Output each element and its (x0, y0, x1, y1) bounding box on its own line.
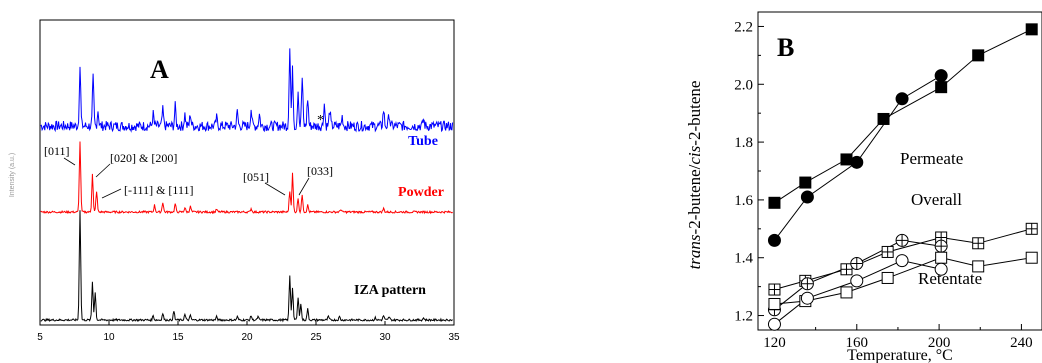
panel-a-x-ticks: 5 10 15 20 25 30 35 (37, 321, 460, 343)
data-point-filled-square (799, 176, 812, 189)
panel-b-y-axis-label: trans-2-butene/cis-2-butene (685, 81, 704, 270)
annotation-asterisk: * (317, 113, 324, 128)
panel-b-y-tick-label: 2.0 (734, 77, 753, 93)
series-line-open-circle (774, 260, 942, 325)
annotation-020-200-pointer (95, 163, 111, 178)
panel-b-axes: 1.2 1.4 1.6 1.8 2.0 2.2 120 160 200 240 (734, 19, 1032, 351)
panel-a-x-tick-label: 30 (379, 332, 391, 343)
ylabel-trans: trans (685, 234, 704, 269)
ylabel-mid: -2-butene/ (685, 164, 704, 234)
panel-a-x-tick-label: 35 (448, 332, 460, 343)
panel-b-x-axis-label: Temperature, °C (847, 347, 953, 363)
data-point-filled-square (972, 49, 985, 62)
legend-tube: Tube (408, 134, 438, 149)
data-point-open-square (935, 251, 948, 264)
data-point-open-square (881, 271, 894, 284)
annotation-051-pointer (264, 182, 286, 196)
panel-a-label: A (150, 55, 169, 84)
panel-b-y-tick-label: 2.2 (734, 19, 753, 35)
panel-b-y-tick-label: 1.8 (734, 135, 753, 151)
data-point-filled-square (1025, 23, 1038, 36)
data-point-filled-square (877, 112, 890, 125)
ylabel-cis: cis (685, 145, 704, 164)
annotation-111-pointer (101, 188, 122, 199)
data-point-open-square (1025, 251, 1038, 264)
annotation-033-pointer (298, 177, 310, 196)
panel-b-y-tick-label: 1.6 (734, 193, 753, 209)
data-point-open-circle (767, 317, 781, 331)
panel-b-series (767, 23, 1038, 331)
label-retentate: Retentate (918, 269, 982, 288)
data-point-filled-circle (767, 233, 781, 247)
label-permeate: Permeate (900, 149, 963, 168)
panel-a-x-tick-label: 5 (37, 332, 43, 343)
annotation-011: [011] (44, 144, 70, 158)
panel-b-x-tick-label: 160 (846, 335, 869, 351)
panel-b-x-tick-label: 200 (928, 335, 951, 351)
xrd-trace-tube (40, 48, 454, 133)
data-point-open-circle (934, 262, 948, 276)
annotation-011-pointer (63, 157, 76, 166)
panel-a-traces (40, 48, 454, 323)
annotation-020-200: [020] & [200] (110, 151, 177, 165)
panel-a-y-axis-label: Intensity (a.u.) (9, 153, 16, 197)
data-point-open-circle (850, 274, 864, 288)
panel-a-x-tick-label: 25 (310, 332, 322, 343)
data-point-open-square (768, 297, 781, 310)
panel-b-x-tick-label: 120 (763, 335, 786, 351)
ylabel-end: -2-butene (685, 81, 704, 146)
data-point-open-square (840, 286, 853, 299)
panel-b-label: B (777, 33, 794, 62)
panel-a-x-tick-label: 10 (103, 332, 115, 343)
legend-powder: Powder (398, 185, 444, 200)
data-point-filled-square (935, 81, 948, 94)
data-point-filled-circle (895, 92, 909, 106)
data-point-filled-circle (934, 69, 948, 83)
annotation-033: [033] (307, 164, 333, 178)
data-point-open-square (972, 260, 985, 273)
legend-iza-pattern: IZA pattern (354, 283, 426, 298)
data-point-filled-circle (850, 155, 864, 169)
panel-a-x-tick-label: 15 (172, 332, 184, 343)
data-point-open-circle (800, 291, 814, 305)
series-line-filled-square (774, 28, 1032, 204)
label-overall: Overall (911, 190, 962, 209)
panel-a-x-tick-label: 20 (241, 332, 253, 343)
panel-b-y-tick-label: 1.4 (734, 251, 753, 267)
panel-b-y-tick-label: 1.2 (734, 309, 753, 325)
xrd-trace-powder (40, 141, 453, 215)
annotation-051: [051] (243, 170, 269, 184)
data-point-filled-square (840, 153, 853, 166)
annotation-111: [-111] & [111] (124, 183, 194, 197)
data-point-filled-circle (800, 190, 814, 204)
panel-b-x-tick-label: 240 (1010, 335, 1033, 351)
data-point-open-circle (895, 254, 909, 268)
data-point-filled-square (768, 196, 781, 209)
xrd-trace-iza-pattern (40, 210, 453, 323)
